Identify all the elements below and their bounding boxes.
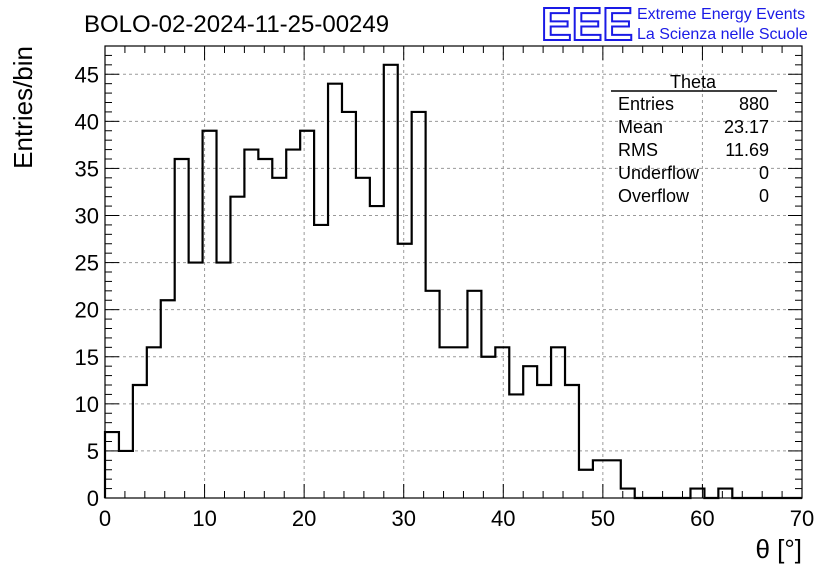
grid [105, 46, 802, 498]
x-tick-label: 70 [790, 506, 814, 531]
y-tick-label: 0 [87, 486, 99, 511]
logo-line-2: La Scienza nelle Scuole [637, 26, 808, 43]
y-tick-label: 10 [75, 392, 99, 417]
y-tick-label: 25 [75, 251, 99, 276]
x-tick-label: 40 [491, 506, 515, 531]
plot-frame [104, 45, 803, 499]
stats-label: Overflow [618, 186, 690, 206]
stats-value: 0 [759, 186, 769, 206]
logo: EEE Extreme Energy Events La Scienza nel… [540, 0, 808, 51]
x-tick-labels: 0 10 20 30 40 50 60 70 [99, 506, 814, 531]
y-tick-label: 40 [75, 109, 99, 134]
logo-line-1: Extreme Energy Events [637, 6, 805, 23]
stats-value: 0 [759, 163, 769, 183]
x-tick-label: 60 [690, 506, 714, 531]
y-tick-label: 5 [87, 439, 99, 464]
stats-value: 11.69 [725, 140, 769, 160]
y-tick-label: 45 [75, 62, 99, 87]
stats-label: Mean [618, 117, 663, 137]
stats-value: 23.17 [724, 117, 769, 137]
stats-name: Theta [670, 72, 717, 92]
axis-ticks [104, 45, 803, 499]
stats-label: Underflow [618, 163, 700, 183]
y-axis-title: Entries/bin [8, 46, 38, 169]
x-tick-label: 30 [391, 506, 415, 531]
chart-title: BOLO-02-2024-11-25-00249 [84, 11, 389, 38]
stats-label: Entries [618, 94, 674, 114]
y-tick-labels: 0 5 10 15 20 25 30 35 40 45 [75, 62, 99, 511]
stats-value: 880 [739, 94, 769, 114]
histogram-series [103, 63, 802, 500]
x-axis-title: θ [°] [755, 534, 802, 564]
x-tick-label: 20 [292, 506, 316, 531]
x-tick-label: 10 [192, 506, 216, 531]
y-tick-label: 20 [75, 298, 99, 323]
y-tick-label: 35 [75, 156, 99, 181]
histogram-outline [103, 63, 802, 500]
stats-box: Theta Entries 880 Mean 23.17 RMS 11.69 Underfl… [611, 72, 777, 206]
y-tick-label: 15 [75, 345, 99, 370]
x-tick-label: 0 [99, 506, 111, 531]
stats-rows: Entries 880 Mean 23.17 RMS 11.69 Underflow 0 Ove… [618, 94, 769, 206]
x-tick-label: 50 [591, 506, 615, 531]
y-tick-label: 30 [75, 204, 99, 229]
stats-label: RMS [618, 140, 658, 160]
logo-mark: EEE [541, 0, 633, 50]
